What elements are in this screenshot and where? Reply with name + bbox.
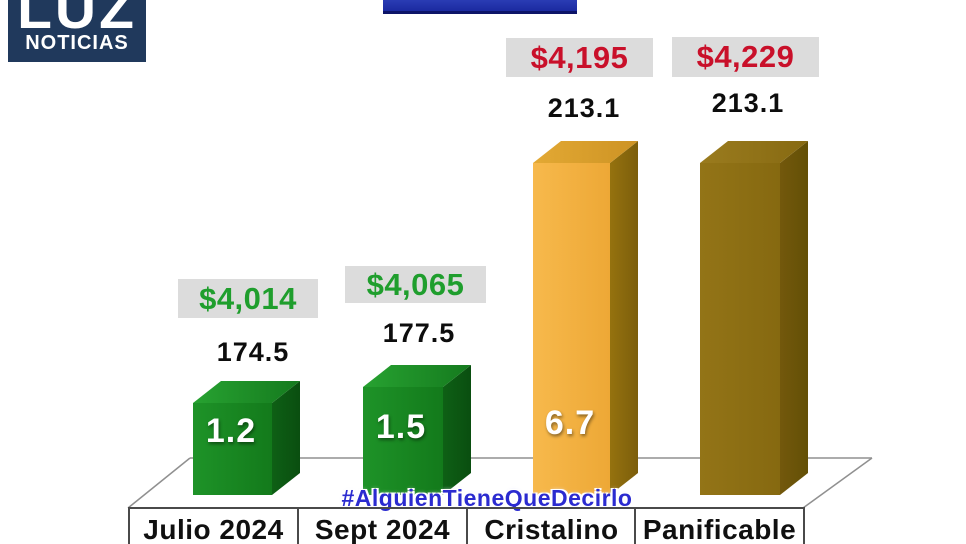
axis-separator xyxy=(466,509,468,544)
axis-separator xyxy=(128,509,130,544)
weight-label-julio-2024: 174.5 xyxy=(216,337,290,367)
bar-sept-2024-top xyxy=(363,365,471,387)
bar-value-cristalino: 6.7 xyxy=(544,404,596,442)
price-label-sept-2024: $4,065 xyxy=(345,266,486,303)
logo-text-noticias: NOTICIAS xyxy=(25,32,129,54)
weight-label-panificable: 213.1 xyxy=(711,88,785,118)
weight-label-cristalino: 213.1 xyxy=(547,93,621,123)
bar-panificable xyxy=(700,141,808,495)
bar-julio-2024-top xyxy=(193,381,300,403)
bar-julio-2024 xyxy=(193,381,300,495)
category-label-sept-2024: Sept 2024 xyxy=(314,514,451,544)
bar-cristalino-side xyxy=(610,141,638,495)
category-label-cristalino: Cristalino xyxy=(484,514,619,544)
bar-sept-2024 xyxy=(363,365,471,495)
bar-cristalino xyxy=(533,141,638,495)
title-banner-cropped xyxy=(383,0,577,14)
axis-top-border xyxy=(128,507,805,509)
bar-value-sept-2024: 1.5 xyxy=(375,408,427,446)
bar-sept-2024-front xyxy=(363,387,443,495)
bar-sept-2024-side xyxy=(443,365,471,495)
logo-text-luz: LUZ xyxy=(17,0,137,41)
luz-noticias-logo: LUZ NOTICIAS xyxy=(8,0,146,62)
weight-label-sept-2024: 177.5 xyxy=(382,318,456,348)
category-label-panificable: Panificable xyxy=(642,514,797,544)
bar-panificable-side xyxy=(780,141,808,495)
category-label-julio-2024: Julio 2024 xyxy=(143,514,284,544)
axis-separator xyxy=(297,509,299,544)
bar-julio-2024-side xyxy=(272,381,300,495)
bar-panificable-top xyxy=(700,141,808,163)
bar-julio-2024-front xyxy=(193,403,272,495)
bar-value-julio-2024: 1.2 xyxy=(205,412,257,450)
axis-separator xyxy=(803,509,805,544)
bar-cristalino-top xyxy=(533,141,638,163)
axis-separator xyxy=(634,509,636,544)
hashtag-watermark: #AlguienTieneQueDecirlo xyxy=(341,485,633,511)
floor-left-edge xyxy=(127,457,191,509)
price-label-cristalino: $4,195 xyxy=(506,38,653,77)
price-label-julio-2024: $4,014 xyxy=(178,279,318,318)
bar-panificable-front xyxy=(700,163,780,495)
bar-cristalino-front xyxy=(533,163,610,495)
price-label-panificable: $4,229 xyxy=(672,37,819,77)
floor-right-edge xyxy=(802,457,873,509)
